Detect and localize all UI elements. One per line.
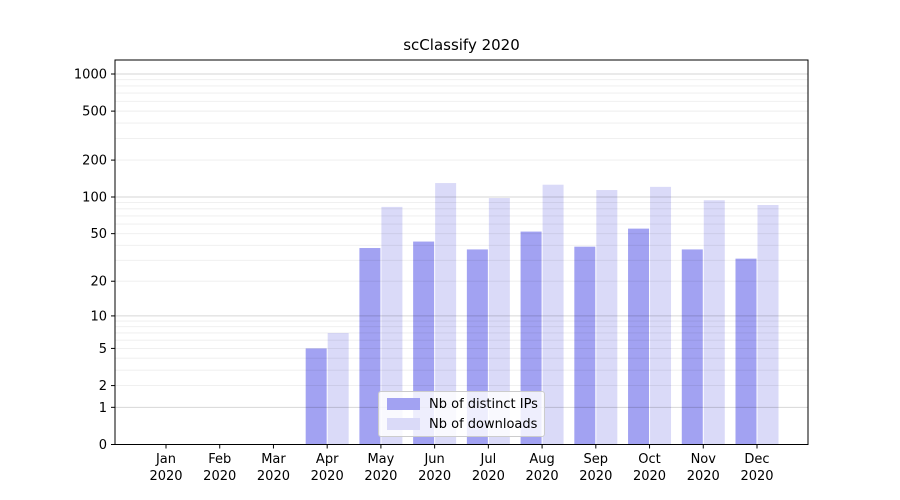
bar-downloads-nov [703, 200, 725, 445]
chart-title: scClassify 2020 [403, 36, 520, 54]
x-tick-label-year: 2020 [418, 469, 451, 484]
x-tick-label-year: 2020 [203, 469, 236, 484]
bars-layer [305, 183, 779, 445]
x-tick-label-year: 2020 [687, 469, 720, 484]
axes-layer [111, 59, 809, 449]
legend-label-distinct-ips: Nb of distinct IPs [429, 396, 538, 412]
bar-ips-dec [735, 258, 757, 445]
y-tick-label: 20 [90, 275, 107, 290]
bar-downloads-apr [327, 332, 349, 445]
y-tick-label: 0 [99, 438, 107, 453]
y-tick-label: 100 [82, 191, 107, 206]
legend-swatch-ips-icon [387, 398, 420, 410]
x-tick-label-month: Jul [480, 452, 497, 467]
bar-downloads-may [381, 206, 403, 445]
legend: Nb of distinct IPs Nb of downloads [378, 391, 545, 437]
legend-label-downloads: Nb of downloads [429, 416, 538, 432]
bar-ips-apr [305, 348, 327, 445]
x-tick-label-year: 2020 [740, 469, 773, 484]
bar-ips-oct [628, 228, 650, 445]
x-tick-label-year: 2020 [633, 469, 666, 484]
legend-item-distinct-ips: Nb of distinct IPs [387, 396, 544, 413]
y-tick-label: 200 [82, 154, 107, 169]
x-tick-label-month: Nov [691, 452, 717, 467]
y-tick-label: 1000 [74, 68, 107, 83]
bar-ips-nov [681, 249, 703, 445]
tick-labels-layer: 0 1 2 5 10 20 50 100 200 500 1000 Jan 2020 Feb 2020 Mar… [74, 68, 774, 485]
x-tick-label-month: Feb [208, 452, 231, 467]
y-tick-label: 5 [99, 342, 107, 357]
bar-downloads-sep [596, 190, 618, 445]
x-tick-label-year: 2020 [526, 469, 559, 484]
x-tick-label-month: Sep [584, 452, 609, 467]
x-tick-label-month: Jan [155, 452, 176, 467]
y-tick-label: 10 [90, 309, 107, 324]
legend-swatch-downloads-icon [387, 418, 420, 430]
x-tick-label-month: Apr [316, 452, 339, 467]
x-tick-label-month: Oct [638, 452, 660, 467]
gridlines-layer [115, 73, 808, 408]
x-tick-label-year: 2020 [579, 469, 612, 484]
bar-downloads-jun [435, 183, 457, 445]
bar-downloads-aug [542, 184, 564, 445]
x-tick-label-year: 2020 [311, 469, 344, 484]
x-tick-label-month: Aug [529, 452, 554, 467]
bar-ips-sep [574, 246, 596, 445]
bar-downloads-jul [488, 198, 510, 445]
bar-downloads-dec [757, 205, 779, 445]
y-tick-label: 500 [82, 105, 107, 120]
x-tick-label-month: Jun [423, 452, 444, 467]
y-tick-label: 50 [90, 227, 107, 242]
x-tick-label-month: May [367, 452, 394, 467]
x-tick-label-year: 2020 [472, 469, 505, 484]
y-tick-label: 2 [99, 379, 107, 394]
y-tick-label: 1 [99, 401, 107, 416]
x-tick-label-year: 2020 [149, 469, 182, 484]
bar-downloads-oct [650, 186, 672, 445]
x-tick-label-year: 2020 [364, 469, 397, 484]
x-tick-label-year: 2020 [257, 469, 290, 484]
legend-item-downloads: Nb of downloads [387, 416, 544, 433]
x-tick-label-month: Mar [261, 452, 286, 467]
x-tick-label-month: Dec [744, 452, 769, 467]
plot-border [114, 59, 809, 445]
bar-ips-may [359, 248, 381, 445]
